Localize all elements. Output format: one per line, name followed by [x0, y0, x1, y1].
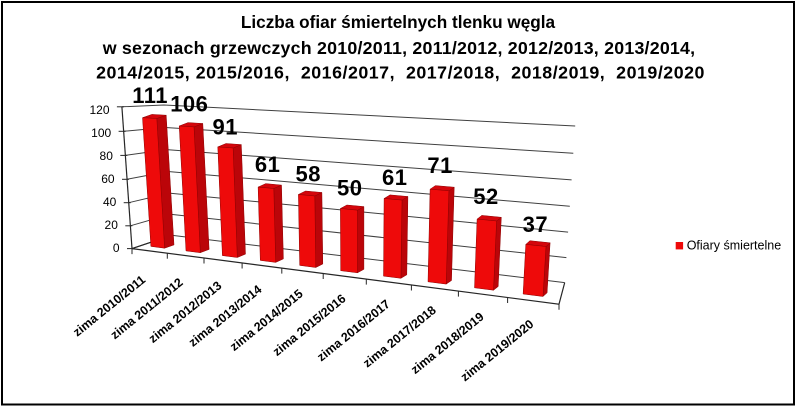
svg-text:120: 120 [89, 103, 109, 117]
svg-text:71: 71 [427, 153, 452, 178]
svg-text:61: 61 [382, 165, 407, 190]
svg-text:52: 52 [473, 184, 498, 209]
svg-text:w sezonach grzewczych 2010/201: w sezonach grzewczych 2010/2011, 2011/20… [102, 38, 696, 58]
svg-text:91: 91 [213, 114, 238, 139]
svg-text:58: 58 [295, 162, 320, 187]
svg-text:Liczba ofiar śmiertelnych tlen: Liczba ofiar śmiertelnych tlenku węgla [241, 12, 556, 32]
svg-text:106: 106 [170, 92, 208, 117]
svg-text:111: 111 [132, 83, 168, 108]
svg-text:0: 0 [113, 241, 120, 255]
svg-text:20: 20 [105, 218, 119, 232]
svg-text:61: 61 [255, 152, 280, 177]
svg-text:50: 50 [337, 176, 362, 201]
svg-text:80: 80 [100, 149, 114, 163]
svg-text:Ofiary śmiertelne: Ofiary śmiertelne [687, 238, 782, 252]
svg-text:40: 40 [103, 195, 117, 209]
svg-text:37: 37 [523, 212, 548, 237]
svg-text:60: 60 [101, 172, 115, 186]
svg-text:2014/2015, 2015/2016, 2016/20: 2014/2015, 2015/2016, 2016/2017, 2017/20… [96, 63, 705, 83]
svg-text:100: 100 [91, 126, 111, 140]
